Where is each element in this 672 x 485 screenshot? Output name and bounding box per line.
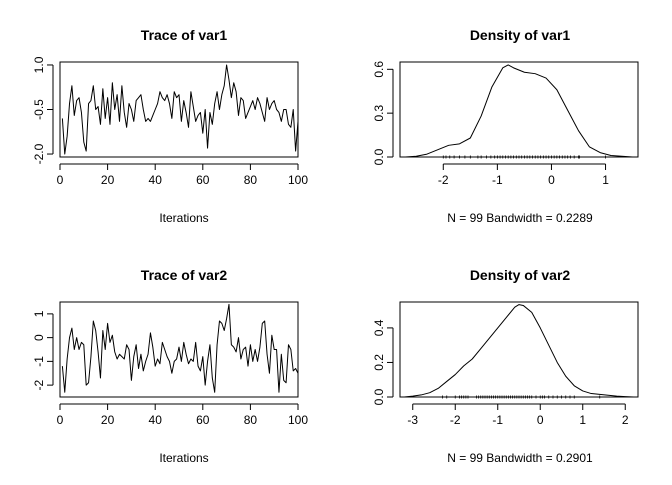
trace-var1-x-tick-label: 0 [57,173,64,187]
trace-var2-xlabel: Iterations [159,451,208,465]
trace-var1-series-line [61,64,299,155]
trace-var2-panel: Trace of var2 Iterations 0 20 40 60 80 100 -2 -… [32,267,308,465]
density-var1-y-tick-label: 0.0 [372,148,386,165]
trace-var1-plot-frame [59,61,299,158]
density-var2-x-tick-label: -3 [407,413,418,427]
trace-var2-y-tick-label: 0 [32,334,46,341]
trace-var2-plot-frame [59,301,299,398]
density-var1-panel: Density of var1 N = 99 Bandwidth = 0.228… [372,27,639,225]
trace-var2-x-tick-label: 0 [57,413,64,427]
density-var1-y-tick-label: 0.6 [372,61,386,78]
trace-var1-x-tick-label: 60 [196,173,210,187]
density-var1-x-tick-label: 1 [602,173,609,187]
density-var2-x-tick-label: -1 [492,413,503,427]
trace-var1-title: Trace of var1 [141,27,228,43]
density-var2-panel: Density of var2 N = 99 Bandwidth = 0.290… [372,267,639,465]
density-var1-xlabel: N = 99 Bandwidth = 0.2289 [447,211,593,225]
density-var1-title: Density of var1 [470,27,571,43]
density-var2-x-tick-label: 1 [579,413,586,427]
density-var2-title: Density of var2 [470,267,571,283]
density-var2-x-tick-label: 2 [622,413,629,427]
density-var1-x-tick-label: -2 [438,173,449,187]
density-var1-x-tick-label: 0 [548,173,555,187]
density-var2-plot-frame [399,301,639,398]
trace-var2-x-tick-label: 100 [288,413,308,427]
trace-var2-series-line [61,303,299,393]
trace-var1-y-tick-label: -2.0 [32,143,46,164]
density-var2-y-tick-label: 0.0 [372,388,386,405]
trace-var2-title: Trace of var2 [141,267,228,283]
trace-var1-panel: Trace of var1 Iterations 0 20 40 60 80 100 -2.… [32,27,308,225]
density-var2-y-tick-label: 0.4 [372,319,386,336]
trace-var1-x-tick-label: 100 [288,173,308,187]
trace-var1-x-tick-label: 80 [244,173,258,187]
density-var1-series-line [405,64,633,158]
trace-var2-y-tick-label: -2 [32,379,46,390]
trace-var1-y-tick-label: 1.0 [32,56,46,73]
trace-var2-x-tick-label: 80 [244,413,258,427]
trace-var1-x-tick-label: 40 [149,173,163,187]
trace-var2-y-tick-label: 1 [32,310,46,317]
trace-var1-x-tick-label: 20 [101,173,115,187]
density-var1-x-tick-label: -1 [492,173,503,187]
density-var1-y-tick-label: 0.3 [372,104,386,121]
trace-var1-xlabel: Iterations [159,211,208,225]
trace-var2-y-tick-label: -1 [32,356,46,367]
density-var2-x-tick-label: -2 [450,413,461,427]
density-var2-x-tick-label: 0 [537,413,544,427]
trace-var2-x-tick-label: 20 [101,413,115,427]
density-var2-y-tick-label: 0.2 [372,354,386,371]
trace-var2-x-tick-label: 60 [196,413,210,427]
trace-var2-x-tick-label: 40 [149,413,163,427]
density-var2-series-line [404,304,634,398]
density-var1-plot-frame [399,61,639,158]
density-var2-xlabel: N = 99 Bandwidth = 0.2901 [447,451,593,465]
trace-var1-y-tick-label: -0.5 [32,99,46,120]
